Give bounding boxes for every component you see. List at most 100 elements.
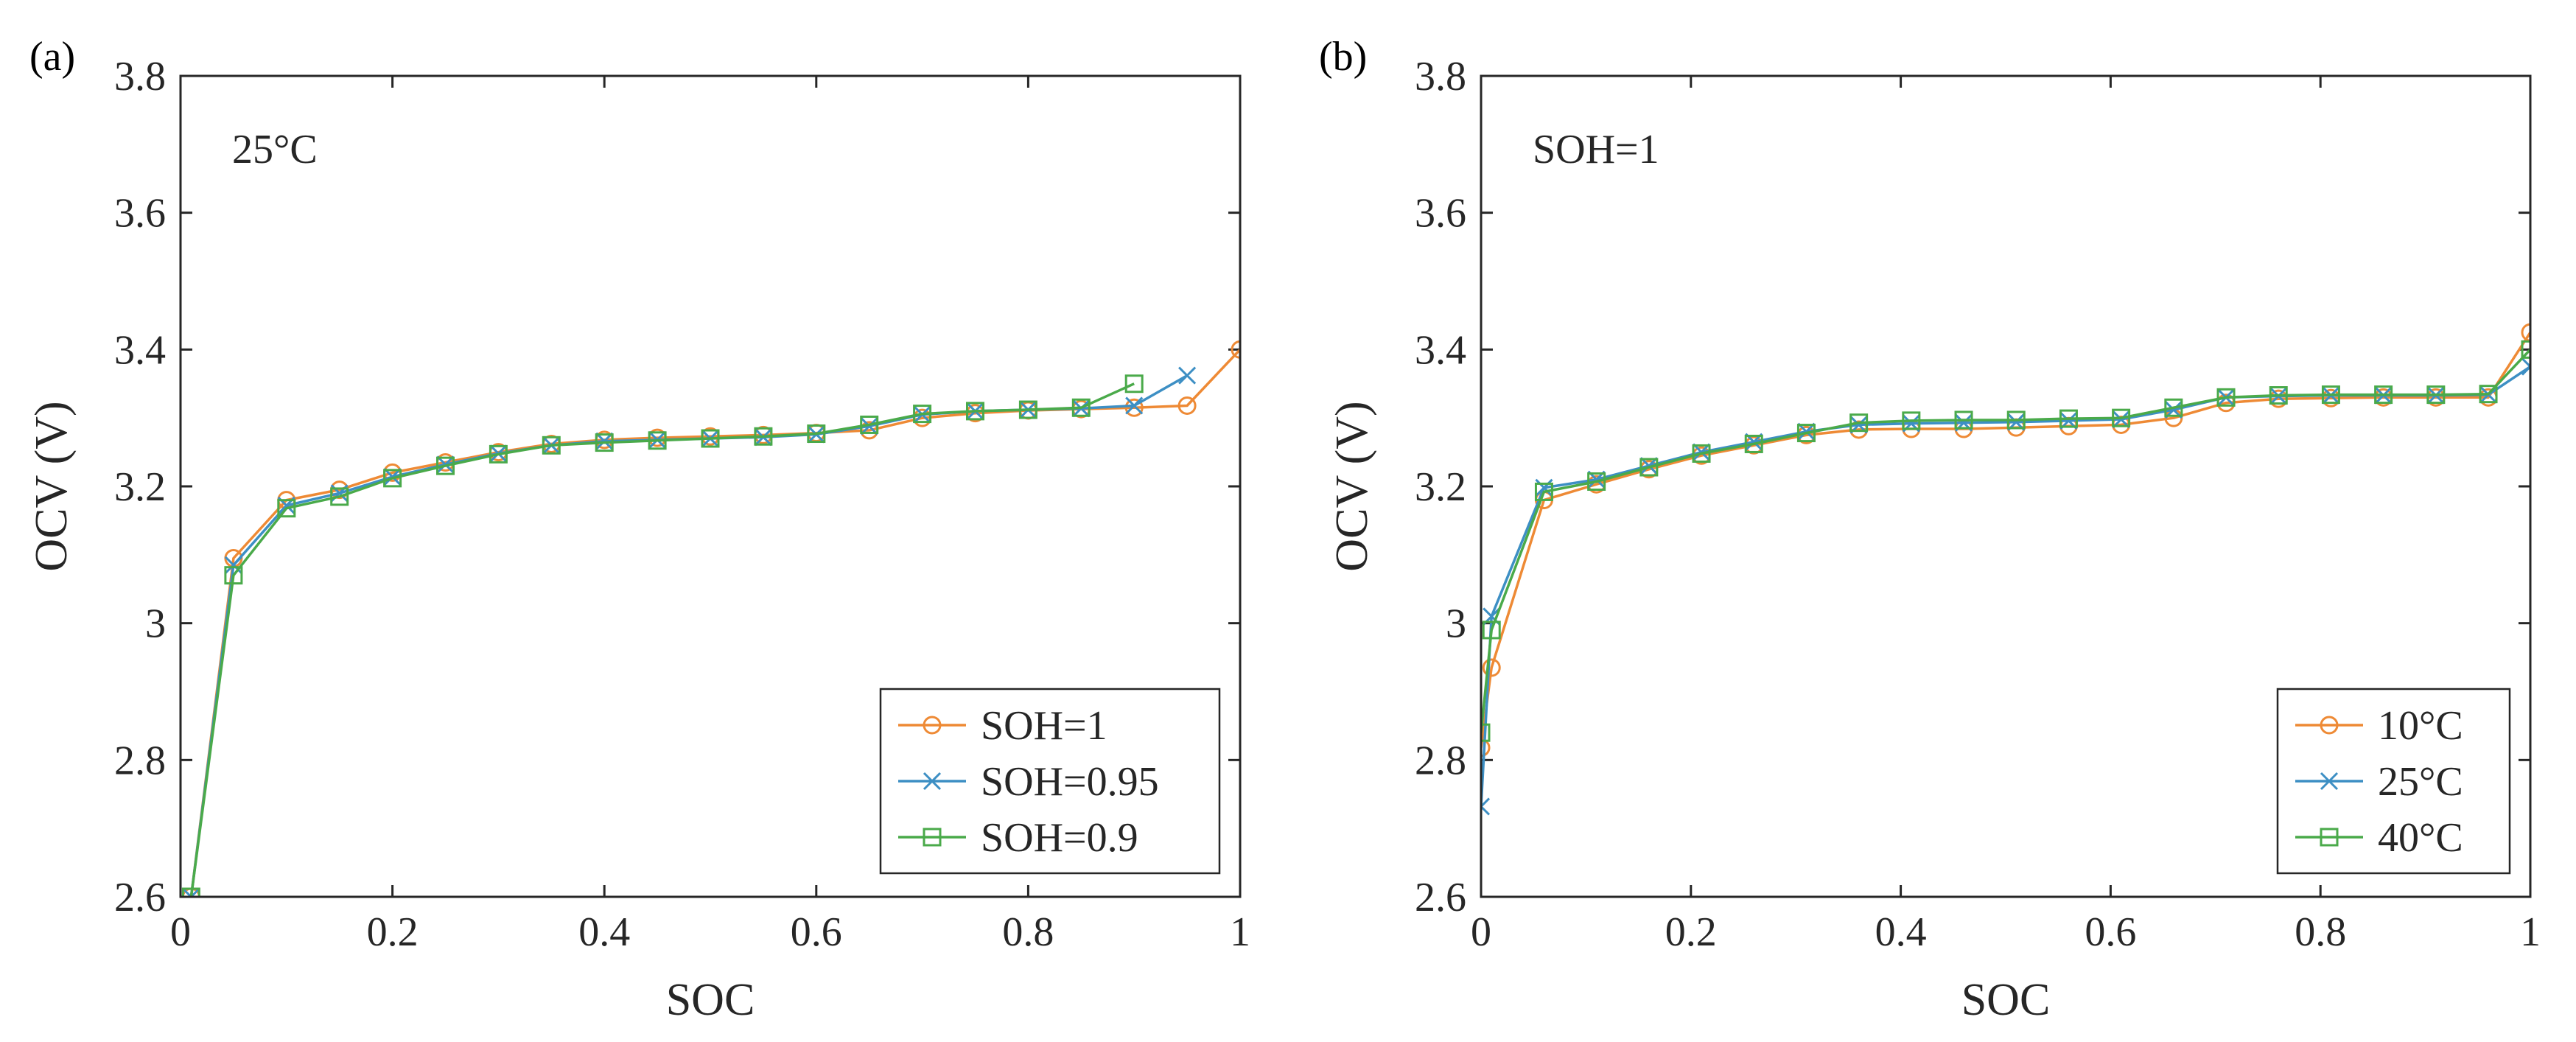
panel-a-axes-frame <box>179 74 1242 898</box>
data-point <box>277 499 296 518</box>
y-tick-label: 3.4 <box>1415 327 1466 373</box>
legend-marker <box>2320 828 2339 847</box>
data-point <box>2426 385 2446 405</box>
data-point <box>1177 396 1197 415</box>
data-point <box>2374 385 2393 405</box>
x-tick-label: 1 <box>2520 909 2541 955</box>
x-tick-label: 0.8 <box>2295 909 2346 955</box>
legend-entry-label: SOH=0.95 <box>981 759 1159 805</box>
x-tick-label: 0 <box>170 909 191 955</box>
data-point <box>1481 738 1491 758</box>
data-point <box>2521 323 2530 342</box>
data-point <box>330 487 349 506</box>
data-point <box>2112 408 2131 427</box>
data-point <box>1124 398 1144 417</box>
data-point <box>224 566 243 585</box>
legend-marker <box>2320 716 2339 735</box>
data-point <box>1534 482 1553 501</box>
x-tick-label: 0.6 <box>2085 909 2136 955</box>
data-point <box>1849 413 1869 433</box>
x-tick-label: 0.4 <box>1875 909 1927 955</box>
legend-entry-label: 40°C <box>2378 815 2463 861</box>
data-point <box>1797 422 1816 441</box>
panel-b-label: (b) <box>1319 34 1367 80</box>
legend-marker <box>923 772 942 791</box>
data-point <box>1124 374 1144 394</box>
panel-b-y-axis-label: OCV (V) <box>1327 401 1377 571</box>
legend-marker <box>923 716 942 735</box>
x-tick-label: 1 <box>1230 909 1250 955</box>
data-point <box>648 431 667 450</box>
panel-a-x-axis-label: SOC <box>666 975 755 1025</box>
y-tick-label: 3.4 <box>114 327 166 373</box>
data-point <box>1902 411 1921 430</box>
data-point <box>181 887 200 897</box>
y-tick-label: 3.8 <box>1415 54 1466 99</box>
data-point <box>966 402 984 421</box>
panel-a-annotation: 25°C <box>232 127 318 172</box>
x-tick-label: 0.2 <box>1665 909 1717 955</box>
data-point <box>2059 409 2078 428</box>
data-point <box>1744 434 1763 453</box>
data-point <box>1692 444 1711 463</box>
data-point <box>1178 366 1197 385</box>
series-line-1 <box>1481 332 2530 748</box>
legend-entry-label: SOH=0.9 <box>981 815 1138 861</box>
y-tick-label: 2.6 <box>1415 875 1466 920</box>
panel-a-ticks: 0 0.2 0.4 0.6 0.8 1 2.6 2.8 3 3.2 3.4 3.6 3.8 <box>114 54 1250 955</box>
data-point <box>2216 388 2236 407</box>
data-point <box>182 887 200 897</box>
data-point <box>807 424 826 444</box>
data-point <box>1954 410 1973 430</box>
data-point <box>1018 400 1037 419</box>
panel-b-legend: 10°C 25°C 40°C <box>2276 688 2511 875</box>
panel-a-y-axis-label: OCV (V) <box>27 401 77 571</box>
panel-b-ticks: 0 0.2 0.4 0.6 0.8 1 2.6 2.8 3 3.2 3.4 3.6 3.8 <box>1415 54 2541 955</box>
data-point <box>701 429 720 448</box>
data-point <box>754 427 773 446</box>
panel-b: (b) 0 0.2 0.4 0.6 0.8 1 2.6 2.8 3 3.2 3.4 3.6 3.8 SO… <box>1319 34 2541 1025</box>
y-tick-label: 3.2 <box>114 464 166 510</box>
data-point <box>2479 385 2498 404</box>
x-tick-label: 0.6 <box>791 909 842 955</box>
legend-entry-label: SOH=1 <box>981 703 1107 749</box>
legend-marker <box>923 828 942 847</box>
x-tick-label: 0 <box>1471 909 1491 955</box>
data-point <box>1796 424 1816 443</box>
x-tick-label: 0.8 <box>1002 909 1054 955</box>
data-point <box>1692 443 1711 461</box>
data-point <box>2521 357 2530 376</box>
panel-b-annotation: SOH=1 <box>1533 127 1659 172</box>
y-tick-label: 3.6 <box>1415 191 1466 237</box>
data-point <box>1481 723 1491 742</box>
data-point <box>1639 457 1658 475</box>
series-line-3 <box>189 382 1135 897</box>
legend-entry-label: 25°C <box>2378 759 2463 805</box>
panel-a-series <box>181 340 1240 897</box>
y-tick-label: 3.2 <box>1415 464 1466 510</box>
panel-b-series <box>1481 323 2530 816</box>
y-tick-label: 2.8 <box>114 738 166 783</box>
data-point <box>2521 340 2530 359</box>
series-line-3 <box>1481 349 2530 733</box>
data-point <box>1482 620 1501 640</box>
data-point <box>2164 398 2183 417</box>
data-point <box>2269 386 2288 405</box>
panel-a: (a) 0 0.2 0.4 0.6 0.8 1 2.6 2.8 3 3.2 3.4 3.6 3.8 25… <box>27 34 1250 1025</box>
y-tick-label: 3.8 <box>114 54 166 99</box>
data-point <box>489 444 508 464</box>
y-tick-label: 3 <box>145 601 166 647</box>
data-point <box>436 455 455 474</box>
data-point <box>1481 797 1491 816</box>
y-tick-label: 3 <box>1446 601 1466 647</box>
data-point <box>860 415 879 434</box>
legend-entry-label: 10°C <box>2378 703 2463 749</box>
data-point <box>542 436 561 455</box>
data-point <box>436 456 455 475</box>
data-point <box>913 405 932 424</box>
data-point <box>2321 385 2340 405</box>
data-point <box>1639 458 1659 477</box>
data-point <box>1071 398 1091 417</box>
panel-b-axes-frame <box>1480 74 2532 898</box>
